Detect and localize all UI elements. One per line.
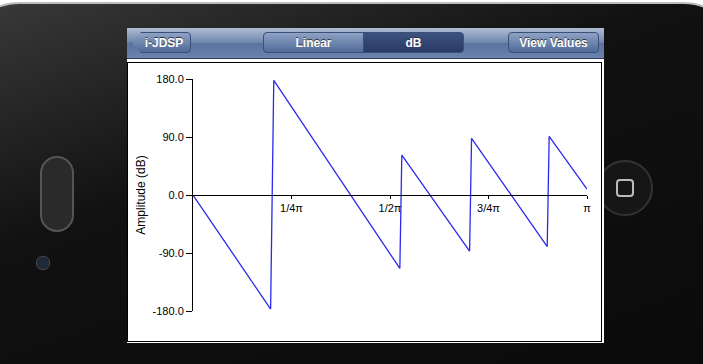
svg-text:1/2π: 1/2π (379, 202, 402, 214)
svg-text:-180.0: -180.0 (153, 305, 184, 317)
svg-text:Amplitude (dB): Amplitude (dB) (134, 155, 148, 234)
html-text:Linear: Linear (295, 36, 332, 50)
svg-text:-90.0: -90.0 (159, 247, 184, 259)
svg-text:0.0: 0.0 (169, 189, 184, 201)
svg-text:90.0: 90.0 (162, 131, 183, 143)
svg-text:π: π (583, 202, 591, 214)
svg-text:3/4π: 3/4π (477, 202, 500, 214)
html-text:i-JDSP: i-JDSP (144, 36, 184, 50)
html-text:View Values: View Values (519, 36, 588, 50)
svg-text:180.0: 180.0 (156, 73, 184, 85)
svg-text:1/4π: 1/4π (280, 202, 303, 214)
html-text:dB: dB (405, 36, 422, 50)
